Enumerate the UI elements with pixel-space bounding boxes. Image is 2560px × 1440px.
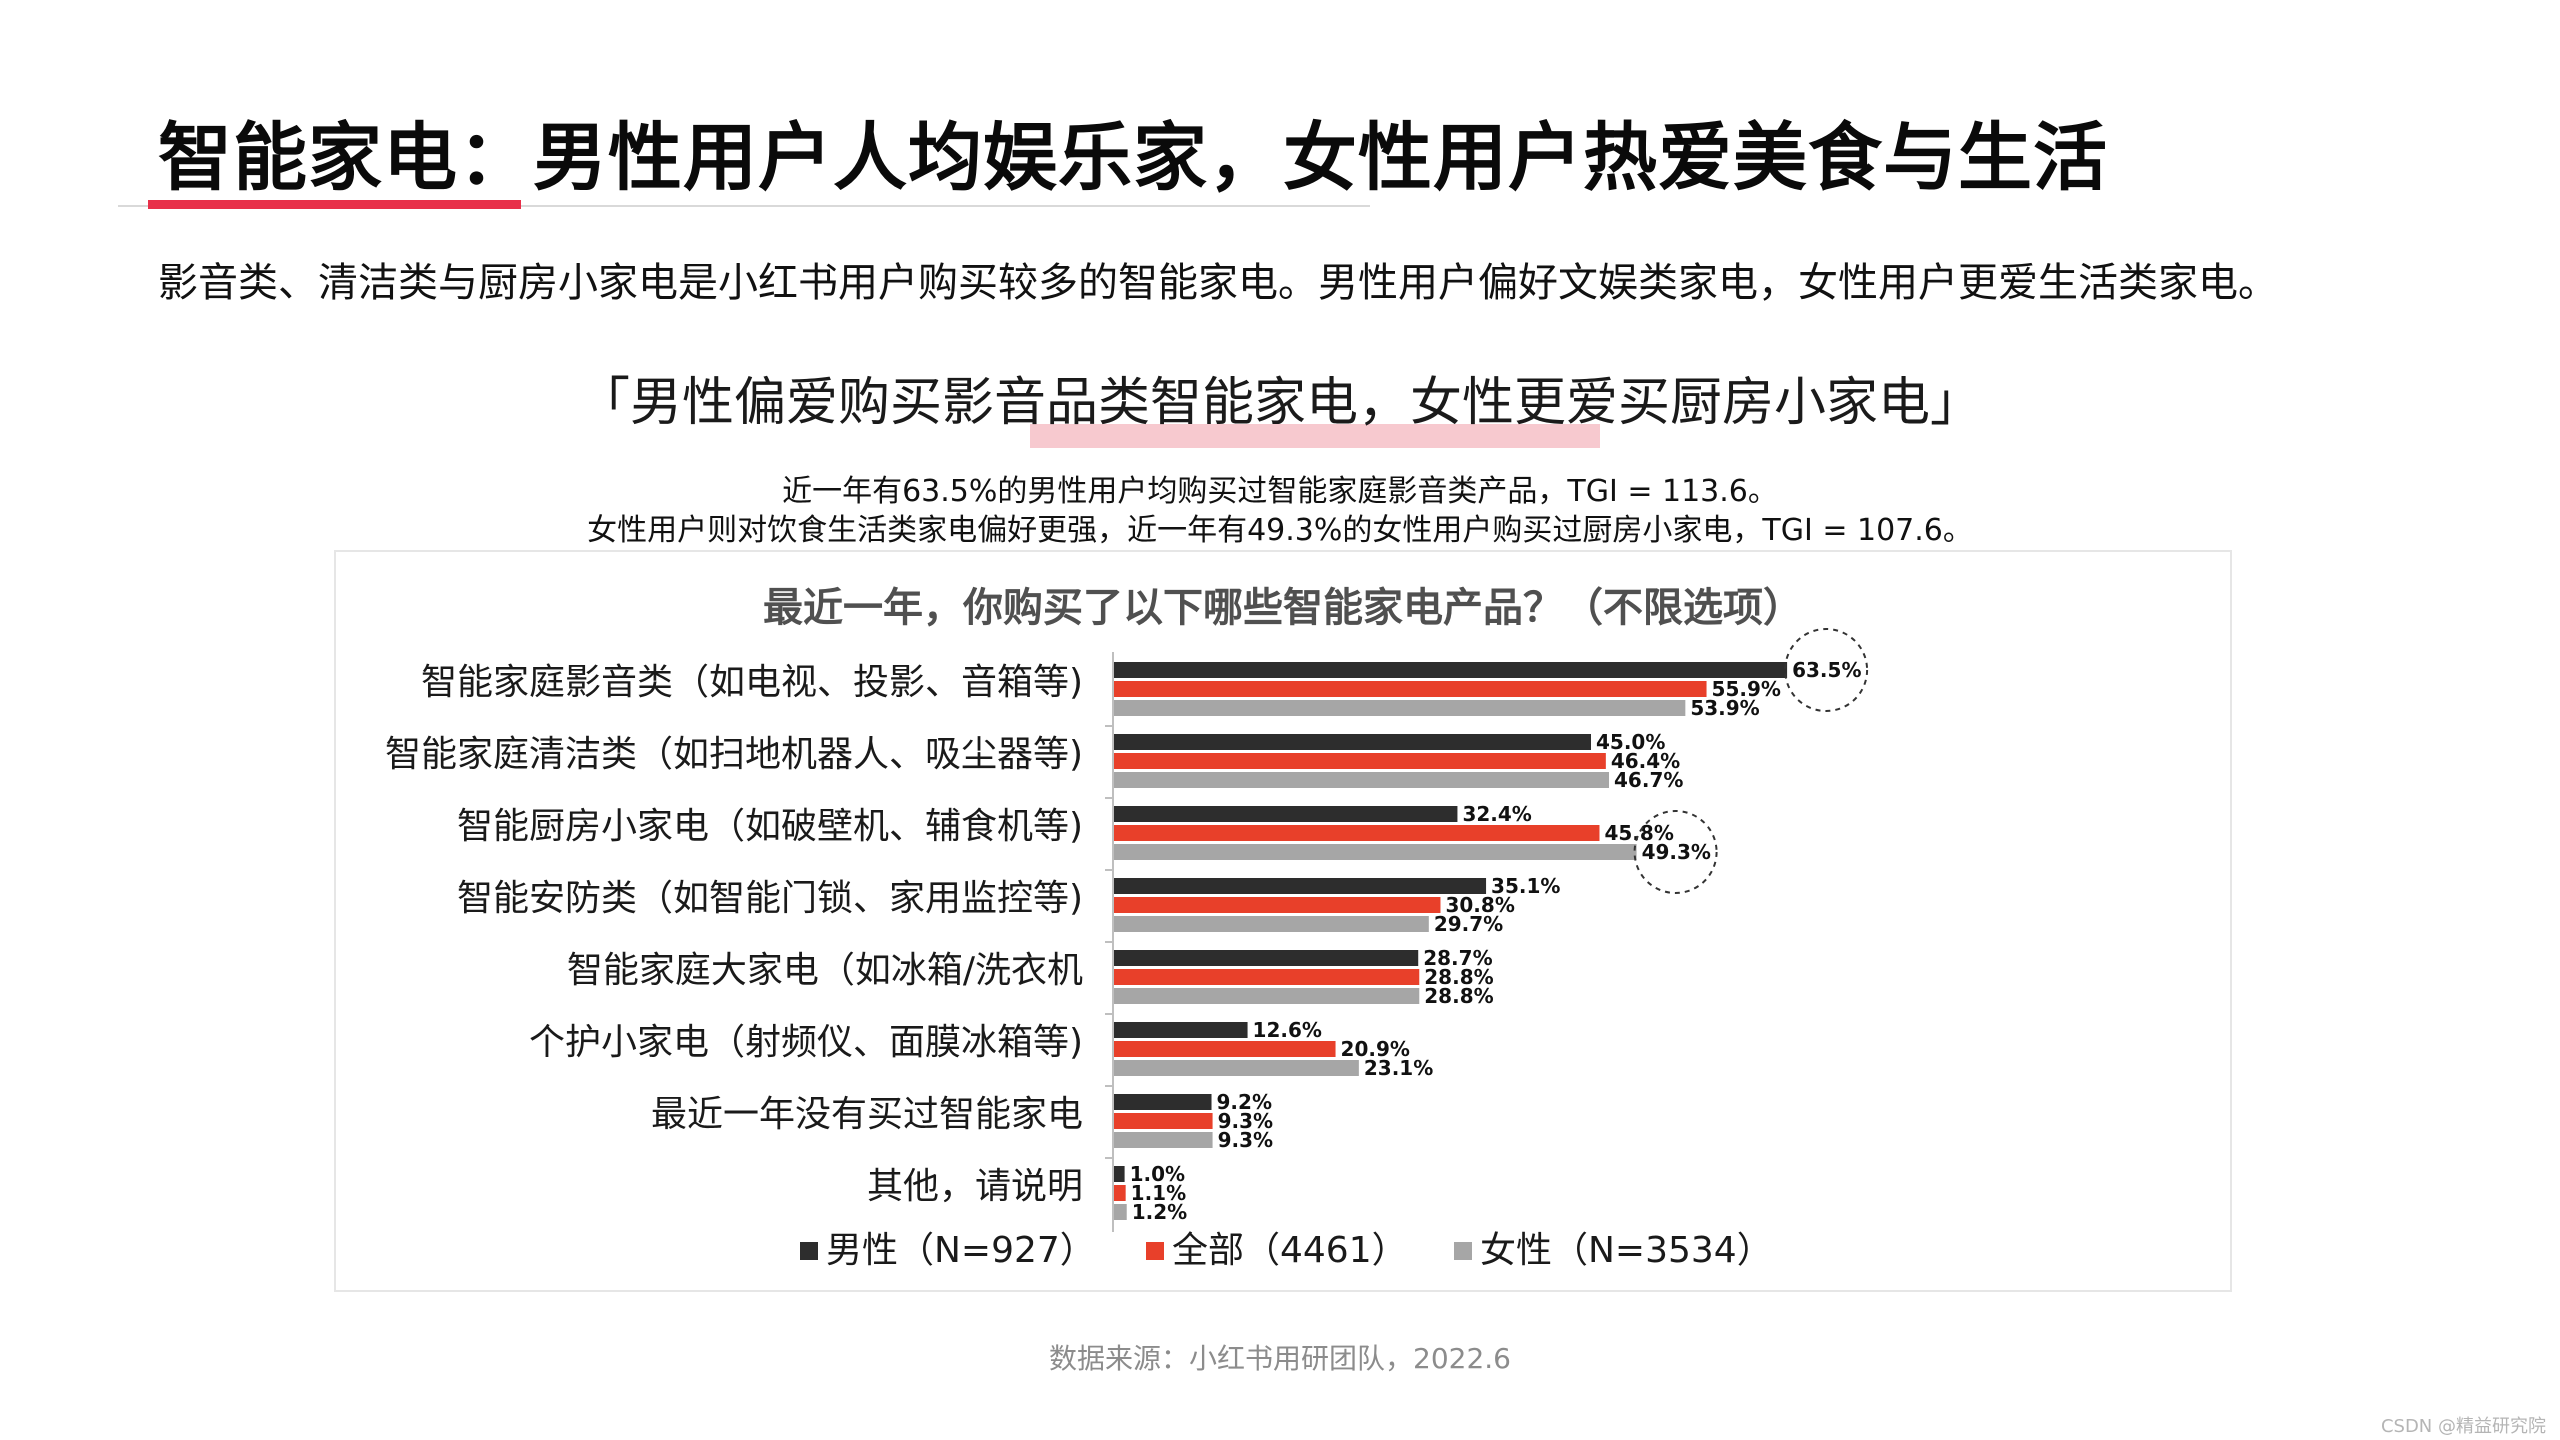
title-accent-bar	[148, 200, 521, 209]
category-label: 智能安防类（如智能门锁、家用监控等)	[457, 878, 1083, 919]
data-label: 32.4%	[1462, 802, 1531, 826]
legend-label-2: 女性（N=3534）	[1480, 1230, 1773, 1271]
bar-1-7	[1114, 1185, 1126, 1201]
data-label: 20.9%	[1341, 1037, 1410, 1061]
data-label: 1.2%	[1132, 1200, 1187, 1224]
category-label: 个护小家电（射频仪、面膜冰箱等)	[529, 1022, 1083, 1063]
headline: 「男性偏爱购买影音品类智能家电，女性更爱买厨房小家电」	[577, 373, 1982, 433]
bar-2-0	[1114, 700, 1686, 716]
bar-2-3	[1114, 916, 1429, 932]
highlight-circle-0	[1784, 628, 1869, 712]
data-label: 55.9%	[1712, 677, 1781, 701]
note-line-1: 近一年有63.5%的男性用户均购买过智能家庭影音类产品，TGI = 113.6。	[782, 474, 1778, 509]
bar-0-3	[1114, 878, 1487, 894]
data-label: 9.3%	[1218, 1109, 1273, 1133]
data-label: 29.7%	[1434, 912, 1503, 936]
data-label: 28.7%	[1423, 946, 1492, 970]
page-title: 智能家电：男性用户人均娱乐家，女性用户热爱美食与生活	[158, 115, 2108, 201]
legend-swatch-0	[800, 1242, 818, 1260]
data-label: 28.8%	[1424, 984, 1493, 1008]
bar-1-4	[1114, 969, 1420, 985]
highlight-circle-1	[1633, 810, 1718, 894]
bar-1-0	[1114, 681, 1707, 697]
legend-label-1: 全部（4461）	[1172, 1230, 1408, 1271]
legend-swatch-1	[1146, 1242, 1164, 1260]
category-label: 智能家庭清洁类（如扫地机器人、吸尘器等)	[385, 734, 1083, 775]
title-divider	[118, 205, 1370, 207]
data-label: 23.1%	[1364, 1056, 1433, 1080]
data-label: 1.1%	[1131, 1181, 1186, 1205]
bar-1-2	[1114, 825, 1600, 841]
watermark: CSDN @精益研究院	[2380, 1416, 2546, 1437]
legend-swatch-2	[1454, 1242, 1472, 1260]
bar-1-5	[1114, 1041, 1336, 1057]
data-label: 45.0%	[1596, 730, 1665, 754]
bar-0-2	[1114, 806, 1458, 822]
headline-highlight	[1030, 424, 1600, 448]
bar-1-1	[1114, 753, 1606, 769]
data-source: 数据来源：小红书用研团队，2022.6	[1049, 1342, 1511, 1375]
category-label: 其他，请说明	[867, 1166, 1083, 1207]
bar-1-3	[1114, 897, 1441, 913]
data-label: 28.8%	[1424, 965, 1493, 989]
data-label: 63.5%	[1792, 658, 1861, 682]
note-line-2: 女性用户则对饮食生活类家电偏好更强，近一年有49.3%的女性用户购买过厨房小家电…	[587, 513, 1973, 548]
data-label: 53.9%	[1690, 696, 1759, 720]
bar-2-6	[1114, 1132, 1213, 1148]
data-label: 30.8%	[1445, 893, 1514, 917]
category-label: 最近一年没有买过智能家电	[651, 1094, 1083, 1135]
data-label: 35.1%	[1491, 874, 1560, 898]
data-label: 49.3%	[1642, 840, 1711, 864]
bar-2-2	[1114, 844, 1637, 860]
data-label: 45.8%	[1604, 821, 1673, 845]
category-label: 智能家庭影音类（如电视、投影、音箱等)	[421, 662, 1083, 703]
data-label: 1.0%	[1130, 1162, 1185, 1186]
category-label: 智能厨房小家电（如破壁机、辅食机等)	[457, 806, 1083, 847]
data-label: 12.6%	[1253, 1018, 1322, 1042]
bar-0-1	[1114, 734, 1591, 750]
chart-title: 最近一年，你购买了以下哪些智能家电产品？（不限选项）	[763, 585, 1803, 631]
data-label: 9.2%	[1217, 1090, 1272, 1114]
bar-2-7	[1114, 1204, 1127, 1220]
bar-0-7	[1114, 1166, 1125, 1182]
bar-1-6	[1114, 1113, 1213, 1129]
data-label: 46.4%	[1611, 749, 1680, 773]
bar-0-6	[1114, 1094, 1212, 1110]
bar-2-4	[1114, 988, 1420, 1004]
legend-label-0: 男性（N=927）	[826, 1230, 1096, 1271]
bar-2-1	[1114, 772, 1610, 788]
bar-0-4	[1114, 950, 1419, 966]
summary-text: 影音类、清洁类与厨房小家电是小红书用户购买较多的智能家电。男性用户偏好文娱类家电…	[158, 260, 2278, 306]
data-label: 9.3%	[1218, 1128, 1273, 1152]
data-label: 46.7%	[1614, 768, 1683, 792]
category-label: 智能家庭大家电（如冰箱/洗衣机	[567, 950, 1083, 991]
bar-0-5	[1114, 1022, 1248, 1038]
bar-0-0	[1114, 662, 1788, 678]
bar-2-5	[1114, 1060, 1359, 1076]
